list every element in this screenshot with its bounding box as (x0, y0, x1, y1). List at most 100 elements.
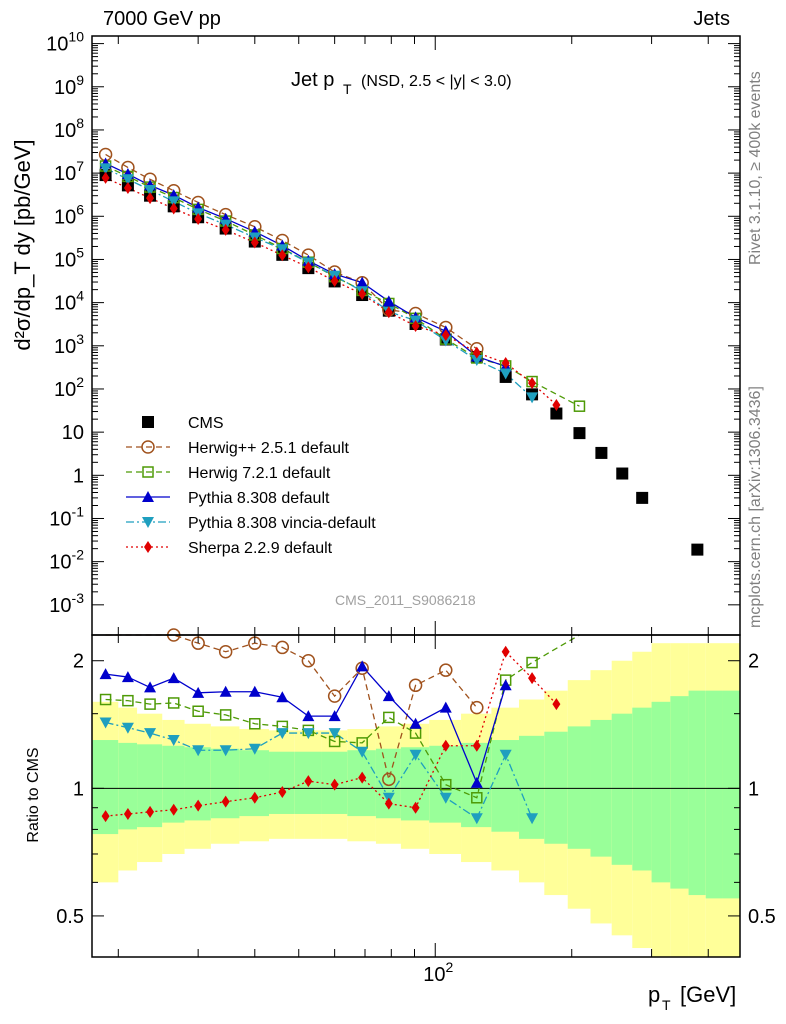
model-point-ratio (408, 678, 423, 693)
model-point-ratio (101, 810, 110, 823)
model-point-ratio (146, 805, 155, 818)
y-tick-label-exponent: -2 (72, 547, 85, 563)
legend-marker (144, 541, 152, 553)
model-point-main (528, 377, 537, 390)
y-tick-label: 1010 (46, 29, 84, 56)
model-point-ratio (221, 795, 230, 808)
ratio-band-green (239, 750, 270, 817)
model-point-ratio (99, 693, 112, 706)
model-point-ratio (250, 791, 259, 804)
y-tick-label-exponent: 2 (76, 374, 84, 390)
y-tick-label: 109 (54, 72, 84, 99)
model-point-main (99, 163, 112, 175)
model-point-ratio (167, 672, 180, 684)
cms-data-point (691, 543, 704, 556)
y-tick-label-exponent: 8 (76, 115, 84, 131)
model-point-ratio (219, 685, 232, 697)
ratio-band-green (722, 690, 740, 899)
ratio-band-green (705, 690, 723, 899)
model-point-ratio (552, 698, 561, 711)
model-point-ratio (302, 710, 315, 722)
plot-title: Jet p (291, 69, 334, 91)
ratio-tick-label-right: 2 (748, 651, 759, 673)
y-tick-label: 103 (54, 331, 84, 358)
model-point-ratio (121, 671, 134, 683)
model-point-ratio (192, 705, 204, 717)
model-point-ratio (249, 718, 261, 730)
model-point-ratio (248, 685, 261, 697)
ratio-tick-label-left: 2 (73, 651, 84, 673)
model-point-main (169, 202, 178, 215)
model-point-ratio (471, 792, 483, 804)
model-point-main (441, 329, 450, 342)
model-point-main (167, 196, 180, 208)
model-point-ratio (470, 700, 484, 715)
y-tick-label: 10-2 (49, 547, 84, 574)
y-tick-label-exponent: 10 (68, 29, 84, 45)
model-point-ratio (301, 653, 316, 668)
model-point-ratio (248, 743, 261, 755)
model-point-ratio (528, 672, 537, 685)
model-point-main (411, 319, 420, 332)
cms-data-point (573, 427, 586, 440)
model-point-main (304, 261, 313, 274)
plot-title-subscript: T (343, 81, 352, 97)
model-point-ratio (382, 690, 395, 702)
model-point-main (123, 181, 132, 194)
plot-title-cut: (NSD, 2.5 < |y| < 3.0) (361, 73, 512, 90)
model-line-ratio (105, 665, 507, 785)
ratio-band-green (651, 701, 671, 883)
model-point-ratio (218, 644, 233, 659)
model-point-ratio (440, 778, 452, 791)
ratio-axis-label: Ratio to CMS (25, 747, 42, 842)
model-point-ratio (384, 797, 393, 810)
model-line-main (105, 162, 506, 368)
model-point-ratio (99, 717, 112, 729)
legend-marker (141, 440, 155, 454)
x-axis-label-unit: [GeV] (680, 982, 736, 1007)
legend-label: Pythia 8.308 default (188, 490, 330, 507)
analysis-id: CMS_2011_S9086218 (335, 592, 476, 608)
axes-frame (91, 35, 741, 958)
model-point-main (499, 368, 512, 380)
ratio-band-green (567, 726, 591, 849)
ratio-panel-frame (91, 634, 741, 958)
model-point-main (358, 287, 367, 300)
ratio-band-green (670, 696, 689, 889)
x-axis-label-subscript: T (662, 997, 671, 1013)
model-point-main (330, 275, 339, 288)
header-right: Jets (693, 8, 730, 30)
model-point-main (382, 295, 395, 307)
model-point-ratio (327, 689, 342, 703)
model-point-main (472, 346, 481, 359)
axis-ticks: 10-310-210-11101021031041051061071081091… (46, 29, 776, 986)
model-point-ratio (411, 801, 420, 814)
y-tick-label: 104 (54, 288, 84, 315)
legend-marker (142, 517, 154, 528)
model-point-ratio (99, 668, 112, 680)
model-point-ratio (167, 697, 180, 709)
model-point-ratio (409, 717, 422, 729)
model-point-ratio (192, 686, 205, 698)
header-left: 7000 GeV pp (103, 8, 221, 30)
model-point-ratio (439, 792, 452, 804)
ratio-band-green (269, 751, 295, 814)
y-tick-label-exponent: 9 (76, 72, 84, 88)
model-point-ratio (439, 663, 453, 677)
model-point-ratio (526, 813, 539, 825)
ratio-uncertainty-bands (92, 643, 740, 957)
legend-label: Pythia 8.308 vincia-default (188, 515, 376, 532)
model-point-main (356, 276, 369, 288)
ratio-band-green (162, 745, 185, 823)
x-tick-label-exponent: 2 (445, 959, 453, 975)
ratio-tick-label-right: 0.5 (748, 906, 776, 928)
model-point-main (526, 392, 539, 404)
model-point-ratio (358, 771, 367, 784)
model-point-main (101, 171, 110, 184)
legend-label: CMS (188, 415, 224, 432)
model-point-main (470, 355, 483, 367)
model-point-main (384, 306, 393, 319)
model-point-ratio (472, 739, 481, 752)
model-point-ratio (441, 739, 450, 752)
model-point-ratio (276, 728, 289, 740)
